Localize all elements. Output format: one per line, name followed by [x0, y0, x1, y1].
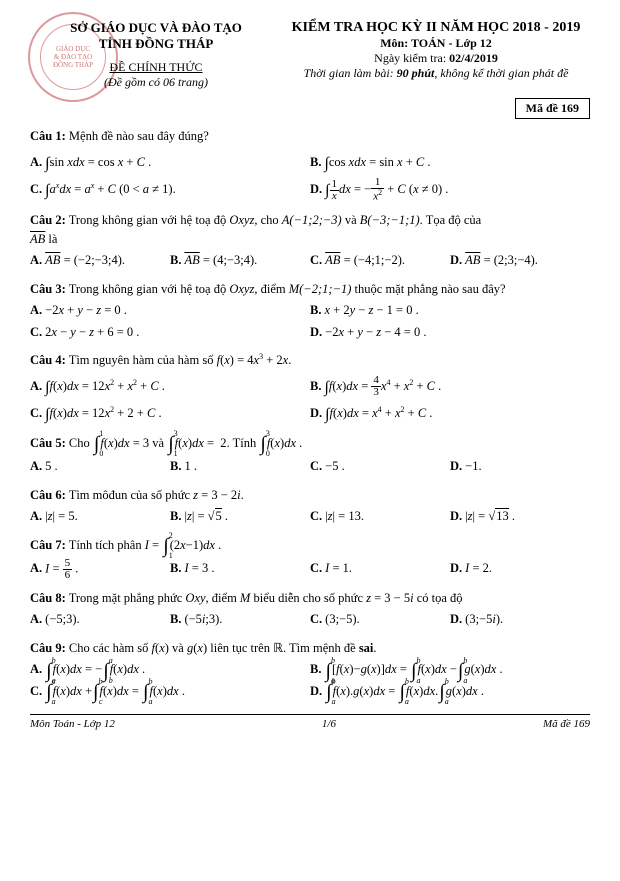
org-line-1: SỞ GIÁO DỤC VÀ ĐÀO TẠO — [30, 20, 282, 36]
q4-option-b: B.∫f(x)dx = 43x4 + x2 + C . — [310, 372, 590, 399]
q8-option-b: B.(−5i;3). — [170, 609, 310, 630]
exam-page: GIÁO DỤC & ĐÀO TẠO ĐỒNG THÁP SỞ GIÁO DỤC… — [0, 0, 620, 740]
q4-label: Câu 4: — [30, 353, 66, 367]
q8-option-d: D.(3;−5i). — [450, 609, 590, 630]
q7-option-a: A.I = 56 . — [30, 558, 170, 581]
footer-right: Mã đề 169 — [543, 718, 590, 730]
q1-text: Mệnh đề nào sau đây đúng? — [69, 129, 209, 143]
question-3: Câu 3: Trong không gian với hệ toạ độ Ox… — [30, 280, 590, 343]
q1-option-b: B.∫cos xdx = sin x + C . — [310, 148, 590, 175]
q3-label: Câu 3: — [30, 282, 66, 296]
q3-option-d: D.−2x + y − z − 4 = 0 . — [310, 322, 590, 343]
question-8: Câu 8: Trong mặt phẳng phức Oxy, điểm M … — [30, 589, 590, 631]
q7-option-b: B.I = 3 . — [170, 558, 310, 581]
q8-option-c: C.(3;−5). — [310, 609, 450, 630]
question-1: Câu 1: Mệnh đề nào sau đây đúng? A.∫sin … — [30, 127, 590, 203]
q2-option-c: C.AB = (−4;1;−2). — [310, 250, 450, 271]
question-5: Câu 5: Cho ∫10f(x)dx = 3 và ∫31f(x)dx = … — [30, 434, 590, 477]
q3-option-a: A.−2x + y − z = 0 . — [30, 300, 310, 321]
header: SỞ GIÁO DỤC VÀ ĐÀO TẠO TỈNH ĐỒNG THÁP ĐỀ… — [30, 20, 590, 90]
q4-option-d: D.∫f(x)dx = x4 + x2 + C . — [310, 399, 590, 426]
q9-option-b: B.∫ba[f(x)−g(x)]dx = ∫baf(x)dx −∫bag(x)d… — [310, 659, 590, 680]
question-2: Câu 2: Trong không gian với hệ toạ độ Ox… — [30, 211, 590, 272]
q2-option-b: B.AB = (4;−3;4). — [170, 250, 310, 271]
q4-option-a: A.∫f(x)dx = 12x2 + x2 + C . — [30, 372, 310, 399]
q8-option-a: A.(−5;3). — [30, 609, 170, 630]
q3-option-c: C.2x − y − z + 6 = 0 . — [30, 322, 310, 343]
q6-label: Câu 6: — [30, 488, 66, 502]
header-left: SỞ GIÁO DỤC VÀ ĐÀO TẠO TỈNH ĐỒNG THÁP ĐỀ… — [30, 20, 282, 90]
org-line-2: TỈNH ĐỒNG THÁP — [30, 36, 282, 52]
q6-option-c: C.|z| = 13. — [310, 506, 450, 527]
q2-option-d: D.AB = (2;3;−4). — [450, 250, 590, 271]
exam-title: KIỂM TRA HỌC KỲ II NĂM HỌC 2018 - 2019 — [282, 20, 590, 36]
question-7: Câu 7: Tính tích phân I = ∫21(2x−1)dx . … — [30, 536, 590, 581]
q2-option-a: A.AB = (−2;−3;4). — [30, 250, 170, 271]
q7-label: Câu 7: — [30, 538, 66, 552]
q7-option-c: C.I = 1. — [310, 558, 450, 581]
q6-option-d: D.|z| = √13 . — [450, 506, 590, 527]
question-4: Câu 4: Tìm nguyên hàm của hàm số f(x) = … — [30, 351, 590, 426]
question-9: Câu 9: Cho các hàm số f(x) và g(x) liên … — [30, 639, 590, 702]
q9-label: Câu 9: — [30, 641, 66, 655]
exam-code: Mã đề 169 — [515, 98, 590, 119]
q1-option-d: D.∫1xdx = −1x2 + C (x ≠ 0) . — [310, 175, 590, 203]
time-note: Thời gian làm bài: 90 phút, không kể thờ… — [282, 66, 590, 81]
q9-option-d: D.∫baf(x).g(x)dx = ∫baf(x)dx.∫bag(x)dx . — [310, 681, 590, 702]
q5-label: Câu 5: — [30, 436, 66, 450]
official-label: ĐỀ CHÍNH THỨC — [30, 60, 282, 75]
footer-left: Môn Toán - Lớp 12 — [30, 718, 115, 730]
subject: Môn: TOÁN - Lớp 12 — [282, 36, 590, 51]
q7-option-d: D.I = 2. — [450, 558, 590, 581]
q2-label: Câu 2: — [30, 213, 66, 227]
q1-option-a: A.∫sin xdx = cos x + C . — [30, 148, 310, 175]
q1-option-c: C.∫axdx = ax + C (0 < a ≠ 1). — [30, 175, 310, 203]
q4-option-c: C.∫f(x)dx = 12x2 + 2 + C . — [30, 399, 310, 426]
q9-option-a: A.∫baf(x)dx = −∫abf(x)dx . — [30, 659, 310, 680]
q6-option-a: A.|z| = 5. — [30, 506, 170, 527]
q5-option-c: C.−5 . — [310, 456, 450, 477]
q5-option-b: B.1 . — [170, 456, 310, 477]
page-footer: Môn Toán - Lớp 12 1/6 Mã đề 169 — [30, 714, 590, 730]
q5-option-a: A.5 . — [30, 456, 170, 477]
q6-option-b: B.|z| = √5 . — [170, 506, 310, 527]
q9-option-c: C.∫caf(x)dx +∫bcf(x)dx = ∫baf(x)dx . — [30, 681, 310, 702]
pages-note: (Đề gồm có 06 trang) — [30, 75, 282, 90]
footer-center: 1/6 — [322, 718, 336, 730]
exam-date: Ngày kiểm tra: 02/4/2019 — [282, 51, 590, 66]
q1-label: Câu 1: — [30, 129, 66, 143]
header-right: KIỂM TRA HỌC KỲ II NĂM HỌC 2018 - 2019 M… — [282, 20, 590, 90]
q3-option-b: B.x + 2y − z − 1 = 0 . — [310, 300, 590, 321]
q5-option-d: D.−1. — [450, 456, 590, 477]
q8-label: Câu 8: — [30, 591, 66, 605]
question-6: Câu 6: Tìm môđun của số phức z = 3 − 2i.… — [30, 486, 590, 528]
